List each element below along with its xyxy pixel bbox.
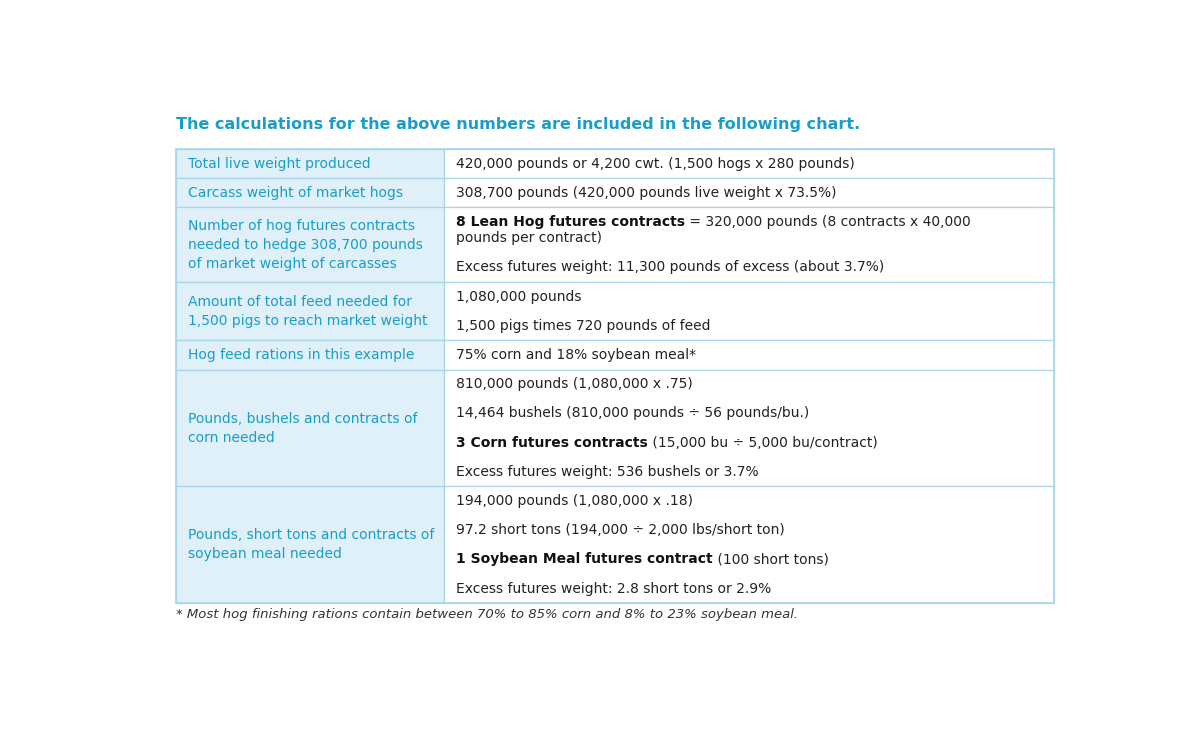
Text: Total live weight produced: Total live weight produced (188, 157, 371, 171)
Text: 420,000 pounds or 4,200 cwt. (1,500 hogs x 280 pounds): 420,000 pounds or 4,200 cwt. (1,500 hogs… (456, 157, 854, 171)
Text: 75% corn and 18% soybean meal*: 75% corn and 18% soybean meal* (456, 348, 696, 362)
Bar (444, 487, 1054, 603)
Bar (176, 149, 444, 178)
Text: Pounds, bushels and contracts of
corn needed: Pounds, bushels and contracts of corn ne… (188, 412, 418, 444)
Bar (444, 208, 1054, 282)
Bar (444, 149, 1054, 178)
Text: Excess futures weight: 536 bushels or 3.7%: Excess futures weight: 536 bushels or 3.… (456, 464, 758, 479)
Text: (15,000 bu ÷ 5,000 bu/contract): (15,000 bu ÷ 5,000 bu/contract) (648, 436, 877, 450)
Text: 1,500 pigs times 720 pounds of feed: 1,500 pigs times 720 pounds of feed (456, 319, 710, 333)
Bar (176, 370, 444, 487)
Text: = 320,000 pounds (8 contracts x 40,000: = 320,000 pounds (8 contracts x 40,000 (685, 215, 971, 229)
Text: 8 Lean Hog futures contracts: 8 Lean Hog futures contracts (456, 215, 685, 229)
Text: Pounds, short tons and contracts of
soybean meal needed: Pounds, short tons and contracts of soyb… (188, 528, 434, 561)
Text: Carcass weight of market hogs: Carcass weight of market hogs (188, 186, 403, 200)
Text: 3 Corn futures contracts: 3 Corn futures contracts (456, 436, 648, 450)
Text: 1,080,000 pounds: 1,080,000 pounds (456, 289, 581, 303)
Text: Hog feed rations in this example: Hog feed rations in this example (188, 348, 414, 362)
Bar (176, 282, 444, 341)
Text: Excess futures weight: 2.8 short tons or 2.9%: Excess futures weight: 2.8 short tons or… (456, 582, 772, 596)
Bar (444, 282, 1054, 341)
Bar (176, 178, 444, 208)
Text: The calculations for the above numbers are included in the following chart.: The calculations for the above numbers a… (176, 117, 860, 132)
Text: pounds per contract): pounds per contract) (456, 232, 602, 246)
Text: 308,700 pounds (420,000 pounds live weight x 73.5%): 308,700 pounds (420,000 pounds live weig… (456, 186, 836, 200)
Bar (176, 487, 444, 603)
Text: (100 short tons): (100 short tons) (713, 553, 828, 566)
Bar (176, 341, 444, 370)
Text: 194,000 pounds (1,080,000 x .18): 194,000 pounds (1,080,000 x .18) (456, 494, 692, 508)
Text: 810,000 pounds (1,080,000 x .75): 810,000 pounds (1,080,000 x .75) (456, 377, 692, 391)
Text: 14,464 bushels (810,000 pounds ÷ 56 pounds/bu.): 14,464 bushels (810,000 pounds ÷ 56 poun… (456, 407, 809, 421)
Bar (444, 370, 1054, 487)
Text: 97.2 short tons (194,000 ÷ 2,000 lbs/short ton): 97.2 short tons (194,000 ÷ 2,000 lbs/sho… (456, 523, 785, 537)
Text: 1 Soybean Meal futures contract: 1 Soybean Meal futures contract (456, 553, 713, 566)
Text: Amount of total feed needed for
1,500 pigs to reach market weight: Amount of total feed needed for 1,500 pi… (188, 295, 427, 328)
Text: * Most hog finishing rations contain between 70% to 85% corn and 8% to 23% soybe: * Most hog finishing rations contain bet… (176, 608, 798, 621)
Bar (444, 341, 1054, 370)
Text: Number of hog futures contracts
needed to hedge 308,700 pounds
of market weight : Number of hog futures contracts needed t… (188, 219, 424, 271)
Bar (176, 149, 1054, 603)
Bar (444, 178, 1054, 208)
Text: Excess futures weight: 11,300 pounds of excess (about 3.7%): Excess futures weight: 11,300 pounds of … (456, 260, 884, 275)
Bar (176, 208, 444, 282)
